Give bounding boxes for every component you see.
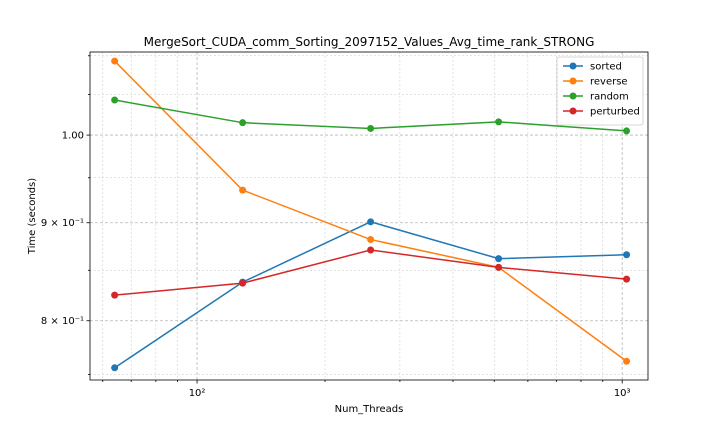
legend-label: perturbed [590,107,640,118]
series-layer [111,57,631,372]
legend-item-random: random [563,92,629,103]
y-tick-label: 9 × 10⁻¹ [41,218,84,229]
legend-item-reverse: reverse [563,77,628,88]
data-point-sorted [367,218,375,226]
legend-label: random [590,92,629,103]
data-point-perturbed [623,275,631,283]
legend-label: reverse [590,77,628,88]
series-perturbed [111,246,631,299]
plot-frame [89,51,649,381]
data-point-random [623,127,631,135]
data-point-perturbed [111,291,119,299]
series-random [111,96,631,135]
legend-item-sorted: sorted [563,62,622,73]
data-point-reverse [111,57,119,65]
legend-label: sorted [590,62,622,73]
legend-marker [569,77,577,85]
data-point-perturbed [495,263,503,271]
legend-marker [569,92,577,100]
data-point-random [111,96,119,104]
x-tick-label: 10³ [614,388,631,399]
data-point-reverse [239,186,247,194]
data-point-random [239,119,247,127]
data-point-sorted [111,364,119,372]
x-tick-label: 10² [189,388,206,399]
legend-marker [569,62,577,70]
legend: sorted reverse random perturbed [556,56,644,126]
data-point-sorted [495,255,503,263]
x-axis-label: Num_Threads [335,404,404,415]
data-point-random [367,124,375,132]
data-point-perturbed [367,246,375,254]
legend-item-perturbed: perturbed [563,107,640,118]
data-point-reverse [367,236,375,244]
chart-title: MergeSort_CUDA_comm_Sorting_2097152_Valu… [144,35,595,49]
data-point-sorted [623,251,631,259]
legend-box [556,56,644,126]
x-axis-ticks: 10² 10³ [102,380,631,399]
y-tick-label: 8 × 10⁻¹ [41,316,84,327]
y-axis-label: Time (seconds) [27,178,38,255]
y-axis-ticks: 8 × 10⁻¹ 9 × 10⁻¹ 1.00 [41,55,90,375]
y-tick-label: 1.00 [62,131,84,142]
legend-marker [569,107,577,115]
data-point-reverse [623,357,631,365]
data-point-random [495,118,503,126]
major-grid [90,52,648,380]
data-point-perturbed [239,279,247,287]
